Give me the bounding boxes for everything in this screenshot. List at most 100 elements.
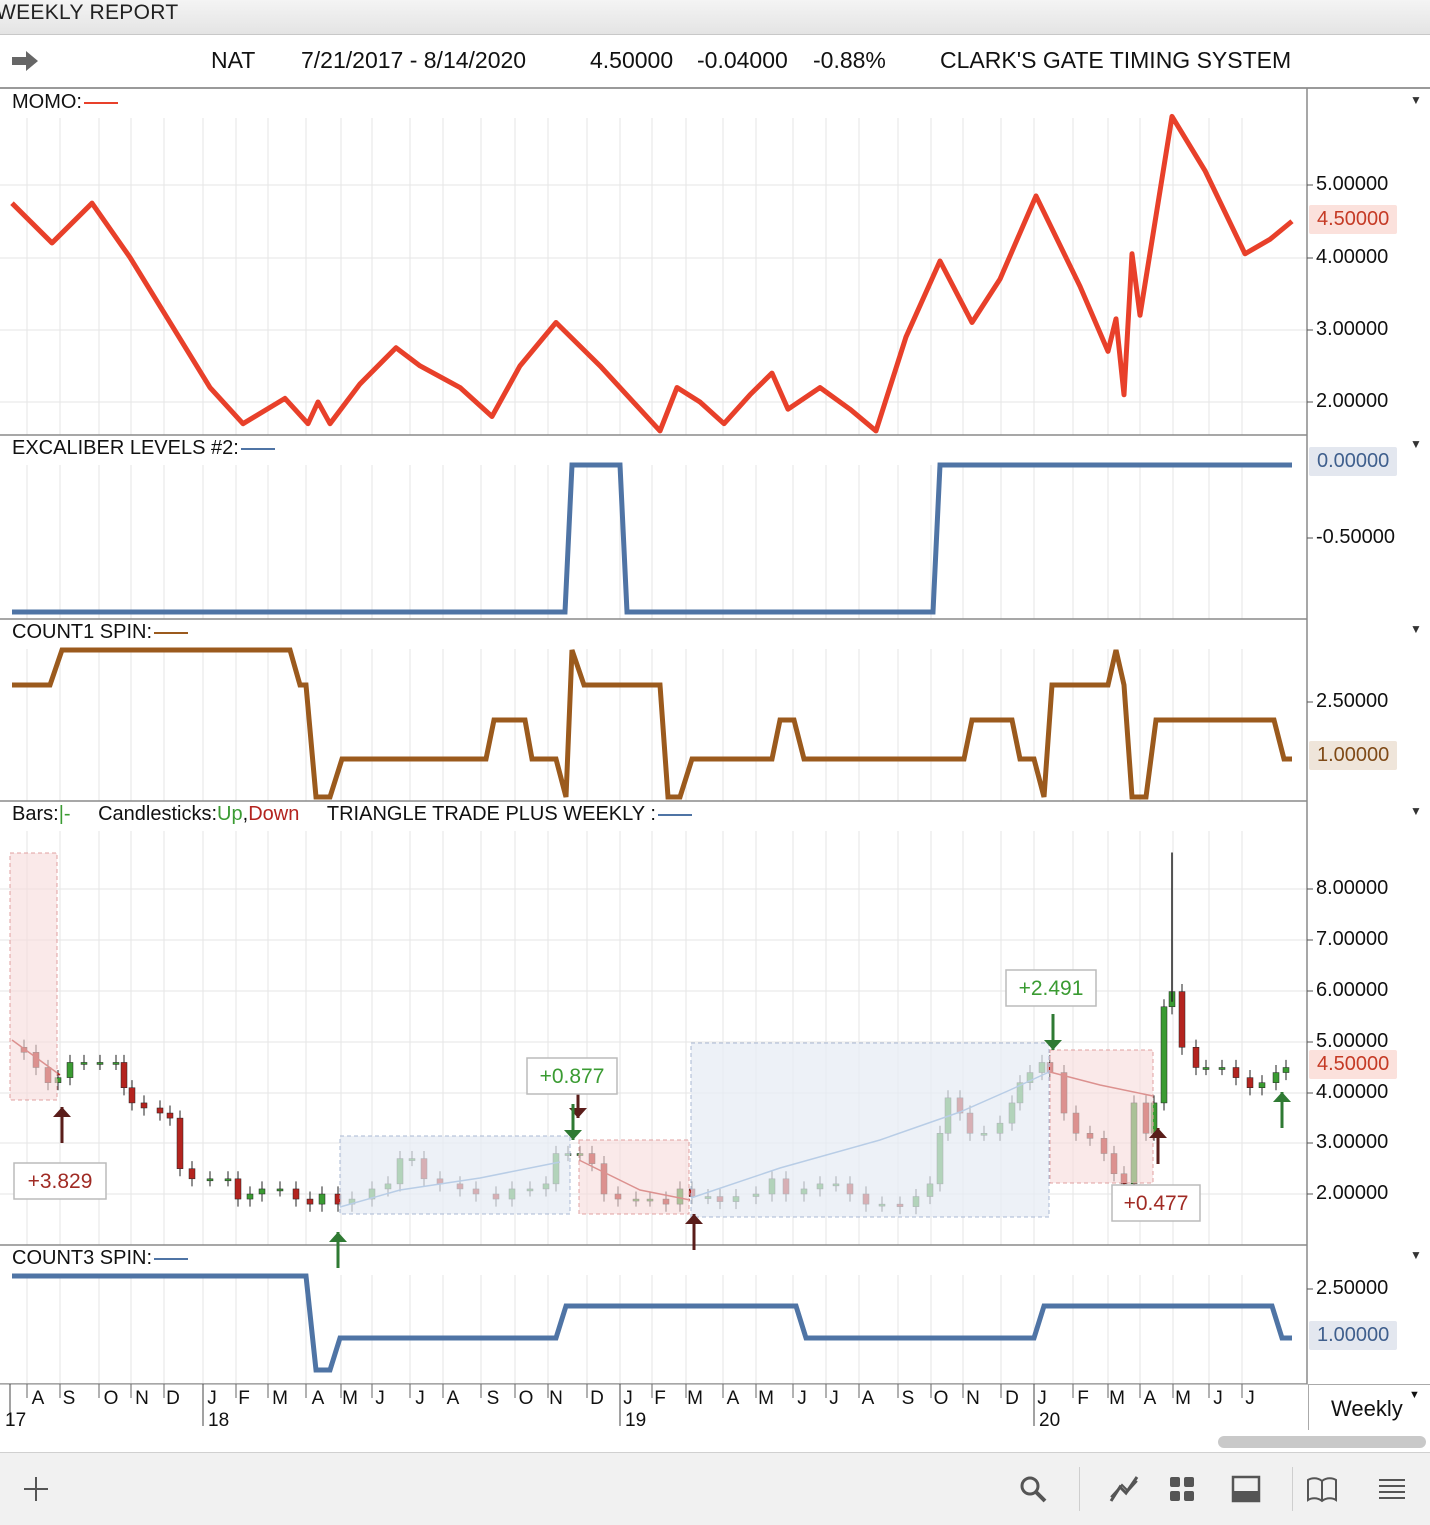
month-label: O (519, 1388, 534, 1409)
menu-icon[interactable] (1374, 1471, 1410, 1507)
month-label: M (758, 1388, 774, 1409)
horizontal-scrollbar-track[interactable] (0, 1430, 1430, 1452)
month-label: O (934, 1388, 949, 1409)
price-menu-icon[interactable]: ▼ (1410, 804, 1422, 818)
price-legend: Bars:|- Candlesticks:Up,Down TRIANGLE TR… (12, 803, 692, 826)
candle-up (66, 1062, 74, 1078)
month-label: J (1245, 1388, 1255, 1409)
add-icon[interactable] (18, 1471, 54, 1507)
month-label: J (1213, 1388, 1223, 1409)
month-label: A (1144, 1388, 1157, 1409)
signal-arrow-up (1273, 1092, 1291, 1102)
candles-label: Candlesticks: (98, 803, 218, 825)
year-label: 18 (208, 1410, 229, 1430)
month-label: N (549, 1388, 563, 1409)
last-price: 4.50000 (590, 47, 674, 73)
count1-tick: 2.50000 (1316, 690, 1389, 712)
excaliber-tick: -0.50000 (1316, 526, 1395, 548)
price-tick: 8.00000 (1316, 877, 1389, 899)
month-label: S (902, 1388, 915, 1409)
signal-arrow-down (1044, 1040, 1062, 1050)
trade-zone-short (9, 852, 58, 1101)
excaliber-label: EXCALIBER LEVELS #2: (12, 437, 275, 460)
price-change-pct: -0.88% (813, 47, 886, 73)
month-label: J (207, 1388, 217, 1409)
month-label: M (272, 1388, 288, 1409)
search-icon[interactable] (1015, 1471, 1051, 1507)
candle-down (166, 1112, 174, 1119)
count1-line (12, 647, 1292, 800)
trade-annotation-box (526, 1057, 618, 1095)
time-axis[interactable]: A S O N D J F M A M J J A S O N D J F M A M J J A S O N D J F M A M J J17 18… (0, 1384, 1430, 1430)
window-title-bar: WEEKLY REPORT (0, 0, 1430, 35)
signal-arrow-up (53, 1107, 71, 1117)
month-label: O (104, 1388, 119, 1409)
month-label: F (238, 1388, 250, 1409)
count3-label: COUNT3 SPIN: (12, 1247, 189, 1270)
month-label: A (32, 1388, 45, 1409)
timeframe-label: Weekly (1331, 1396, 1403, 1421)
timeframe-selector[interactable]: Weekly ▼ (1308, 1384, 1430, 1431)
candle-up (1202, 1067, 1210, 1070)
trade-zone-long (339, 1135, 571, 1215)
trade-annotation-box (13, 1162, 107, 1200)
candle-down (292, 1188, 300, 1200)
trade-zone-short (578, 1139, 690, 1215)
count3-line (12, 1273, 1292, 1373)
bars-label: Bars: (12, 803, 59, 825)
month-label: J (797, 1388, 807, 1409)
momo-label: MOMO: (12, 91, 118, 114)
excaliber-menu-icon[interactable]: ▼ (1410, 437, 1422, 451)
momo-menu-icon[interactable]: ▼ (1410, 93, 1422, 107)
grid-layout-icon[interactable] (1164, 1471, 1200, 1507)
date-range: 7/21/2017 - 8/14/2020 (301, 47, 527, 73)
trade-zone-short (1049, 1049, 1154, 1184)
indicator-label: TRIANGLE TRADE PLUS WEEKLY : (326, 803, 656, 825)
month-label: M (1175, 1388, 1191, 1409)
chart-area[interactable]: +3.829 +0.877 +2.491 +0.477 (0, 0, 1430, 1384)
candle-up (276, 1188, 284, 1192)
signal-arrow-up (1149, 1128, 1167, 1138)
bars-symbol: |- (58, 803, 71, 825)
candles-down-label: Down (248, 803, 300, 825)
month-label: J (415, 1388, 425, 1409)
candle-up (112, 1062, 120, 1065)
candle-up (96, 1062, 104, 1065)
price-tick: 5.00000 (1316, 1030, 1389, 1052)
price-tick: 7.00000 (1316, 928, 1389, 950)
price-tick: 4.00000 (1316, 1081, 1389, 1103)
candle-down (120, 1062, 128, 1088)
candle-down (234, 1178, 242, 1200)
chart-line-icon[interactable] (1106, 1471, 1142, 1507)
symbol-name[interactable]: NAT (211, 47, 256, 73)
month-label: D (1005, 1388, 1019, 1409)
month-label: J (1037, 1388, 1047, 1409)
count3-tick: 2.50000 (1316, 1277, 1389, 1299)
panel-layout-icon[interactable] (1228, 1471, 1264, 1507)
price-tick: 3.00000 (1316, 1131, 1389, 1153)
momo-tick: 4.00000 (1316, 246, 1389, 268)
candle-down (188, 1168, 196, 1180)
system-name: CLARK'S GATE TIMING SYSTEM (940, 47, 1292, 73)
month-label: F (1077, 1388, 1089, 1409)
trade-annotation-box (1005, 969, 1097, 1007)
chevron-down-icon: ▼ (1409, 1389, 1420, 1401)
price-current-value: 4.50000 (1309, 1050, 1398, 1079)
candle-down (1178, 991, 1186, 1048)
count1-current-value: 1.00000 (1309, 741, 1398, 770)
signal-arrow-up (685, 1214, 703, 1224)
count1-menu-icon[interactable]: ▼ (1410, 622, 1422, 636)
count3-menu-icon[interactable]: ▼ (1410, 1248, 1422, 1262)
book-icon[interactable] (1304, 1471, 1340, 1507)
signal-arrow-up (329, 1232, 347, 1242)
month-label: S (63, 1388, 76, 1409)
arrow-right-icon[interactable] (10, 49, 40, 73)
candle-down (1232, 1067, 1240, 1078)
candle-down (1246, 1077, 1254, 1088)
candle-up (1258, 1082, 1266, 1088)
month-label: M (1109, 1388, 1125, 1409)
year-label: 19 (625, 1410, 646, 1430)
candle-down (128, 1087, 136, 1104)
horizontal-scrollbar-thumb[interactable] (1218, 1436, 1426, 1448)
excaliber-current-value: 0.00000 (1309, 447, 1398, 476)
